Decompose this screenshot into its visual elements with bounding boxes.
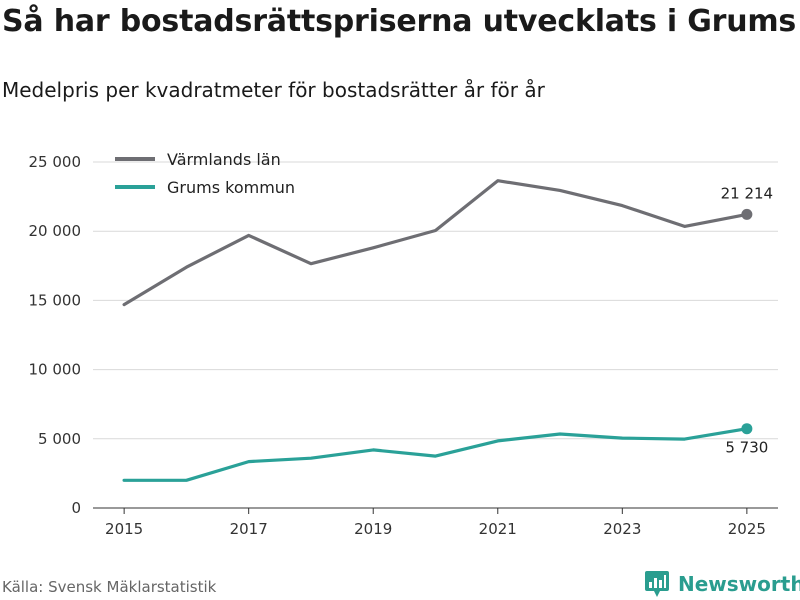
series-group: 21 214 5 730 xyxy=(122,179,774,482)
x-axis: 2015 2017 2019 2021 2023 2025 xyxy=(93,507,778,538)
legend-label-0: Värmlands län xyxy=(167,150,281,169)
series-end-label-0: 21 214 xyxy=(721,184,774,202)
brand-logo: Newsworthy xyxy=(644,568,800,600)
y-tick-label: 15 000 xyxy=(29,291,82,309)
grid-lines xyxy=(93,161,778,440)
legend-label-1: Grums kommun xyxy=(167,178,295,197)
series-end-label-1: 5 730 xyxy=(725,439,768,457)
x-tick-label: 2023 xyxy=(603,520,641,538)
y-tick-label: 25 000 xyxy=(29,153,82,171)
y-tick-label: 10 000 xyxy=(29,361,82,379)
y-tick-label: 20 000 xyxy=(29,222,82,240)
series-end-point-1 xyxy=(741,423,753,435)
chart-subtitle: Medelpris per kvadratmeter för bostadsrä… xyxy=(2,78,545,102)
x-tick-label: 2021 xyxy=(479,520,517,538)
source-note: Källa: Svensk Mäklarstatistik xyxy=(2,578,217,596)
x-tick-label: 2019 xyxy=(354,520,392,538)
y-tick-label: 5 000 xyxy=(38,430,81,448)
legend: Värmlands län Grums kommun xyxy=(115,150,295,197)
chart-title: Så har bostadsrättspriserna utvecklats i… xyxy=(2,4,797,39)
y-tick-label: 0 xyxy=(71,499,81,517)
series-line-1 xyxy=(122,427,749,482)
series-end-point-0 xyxy=(741,208,753,220)
y-axis: 0 5 000 10 000 15 000 20 000 25 000 xyxy=(29,153,82,517)
x-tick-label: 2017 xyxy=(230,520,268,538)
x-tick-label: 2015 xyxy=(105,520,143,538)
x-tick-label: 2025 xyxy=(728,520,766,538)
series-line-0 xyxy=(122,179,749,307)
newsworthy-logo-icon xyxy=(645,571,669,597)
brand-name: Newsworthy xyxy=(678,572,800,596)
